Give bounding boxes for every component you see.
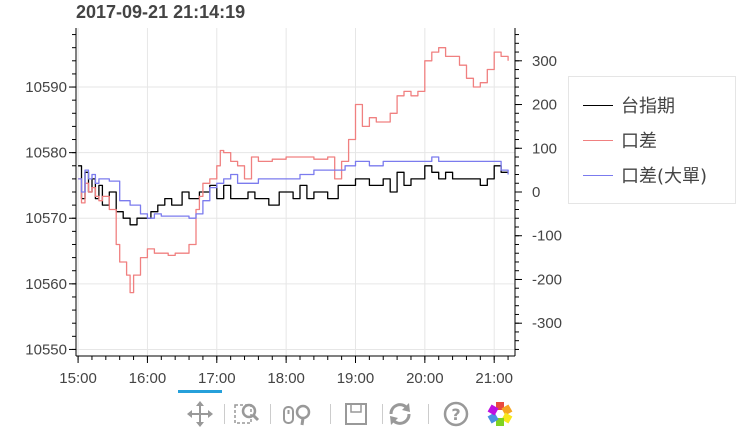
x-tick-label: 20:00 [406,370,444,387]
y-left-tick-label: 10570 [25,210,67,227]
legend: 台指期 口差 口差(大單) [568,76,736,204]
y-right-tick-label: 0 [532,184,540,201]
x-tick-label: 21:00 [475,370,513,387]
y-right-tick-label: 300 [532,53,557,70]
chart-title: 2017-09-21 21:14:19 [76,2,246,22]
toolbar-separator [224,404,225,424]
x-tick-label: 19:00 [337,370,375,387]
active-tool-indicator [178,390,222,393]
y-right-tick-label: 100 [532,140,557,157]
y-right-tick-label: -300 [532,315,562,332]
reset-icon[interactable] [382,396,418,432]
chart-toolbar: ? [176,390,516,438]
bokeh-logo-icon[interactable] [482,396,518,432]
save-icon[interactable] [338,396,374,432]
legend-item-taifex[interactable]: 台指期 [583,93,675,117]
x-tick-label: 17:00 [198,370,236,387]
legend-swatch-blue [583,174,613,176]
series-line-taifex [78,165,509,226]
toolbar-separator [270,404,271,424]
legend-swatch-red [583,139,613,141]
legend-item-spread-large[interactable]: 口差(大單) [583,163,707,187]
x-tick-label: 15:00 [59,370,97,387]
svg-text:?: ? [451,405,460,424]
x-tick-label: 18:00 [267,370,305,387]
series-line-spread [78,47,509,294]
help-icon[interactable]: ? [438,396,474,432]
box-zoom-icon[interactable] [228,396,264,432]
grid-lines [76,28,515,356]
chart-canvas[interactable]: 15:00 16:00 17:00 18:00 19:00 20:00 21:00 10550… [0,0,744,390]
toolbar-separator [382,404,383,424]
plot-series [78,47,509,294]
legend-label: 台指期 [621,96,675,117]
legend-item-spread[interactable]: 口差 [583,128,657,152]
y-right-tick-label: -100 [532,228,562,245]
y-left-tick-label: 10580 [25,145,67,162]
legend-swatch-black [583,104,613,106]
legend-label: 口差(大單) [621,166,708,187]
toolbar-separator [330,404,331,424]
y-left-tick-label: 10550 [25,341,67,358]
y-right-tick-label: 200 [532,97,557,114]
x-tick-label: 16:00 [129,370,167,387]
legend-label: 口差 [621,131,657,152]
toolbar-separator [428,404,429,424]
y-right-tick-label: -200 [532,271,562,288]
y-left-tick-label: 10590 [25,79,67,96]
axes: 15:00 16:00 17:00 18:00 19:00 20:00 21:00 10550… [25,28,562,387]
wheel-zoom-icon[interactable] [280,396,316,432]
pan-icon[interactable] [182,396,218,432]
series-line-spread-large [78,156,509,219]
y-left-tick-label: 10560 [25,276,67,293]
